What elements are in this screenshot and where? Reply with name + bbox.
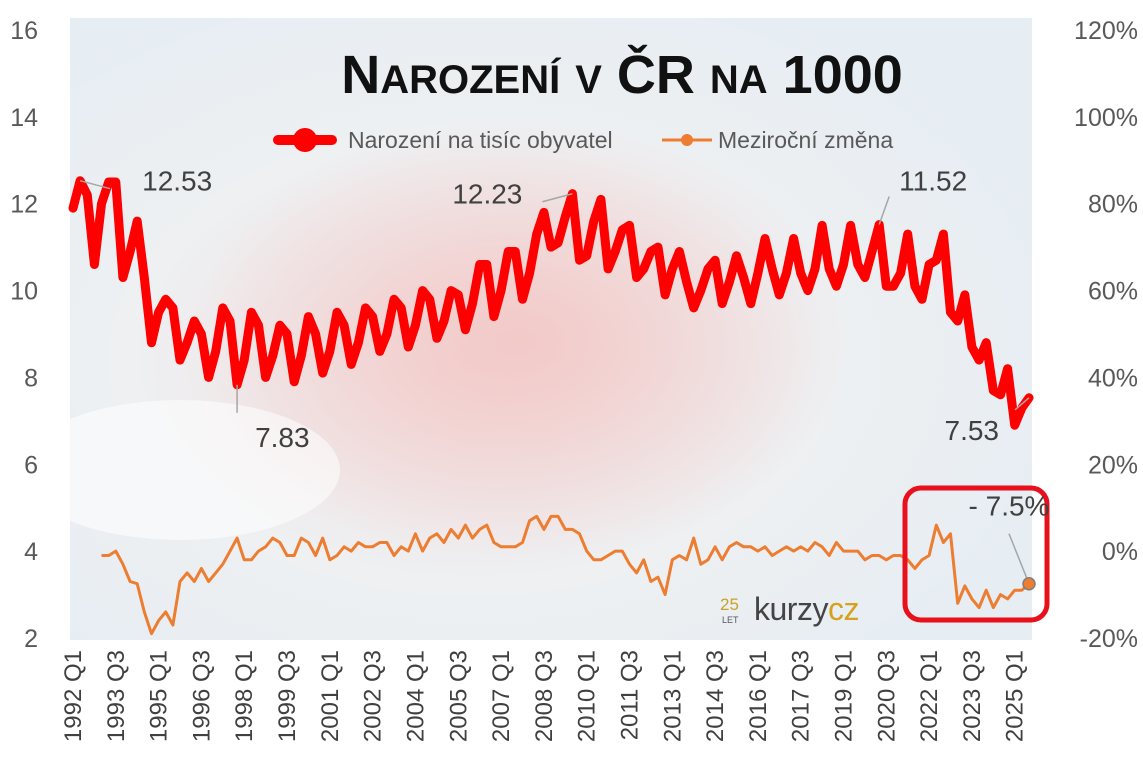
y-axis-right: -20% 0% 20% 40% 60% 80% 100% 120% [1074,17,1138,653]
legend: Narození na tisíc obyvatel Meziroční změ… [273,127,893,153]
x-tick-label: 2017 Q3 [788,650,815,742]
x-tick-label: 2016 Q1 [745,650,772,742]
x-axis: 1992 Q1 1993 Q3 1995 Q1 1996 Q3 1998 Q1 1999 … [60,650,1029,742]
data-label: - 7.5% [969,491,1050,522]
y-left-tick-label: 2 [24,625,38,653]
legend-marker-births [293,128,317,152]
data-label-leader [542,193,573,203]
y-left-tick-label: 8 [24,364,38,392]
y-right-tick-label: 40% [1088,364,1138,392]
y-right-tick-label: -20% [1080,625,1138,653]
y-axis-left: 2 4 6 8 10 12 14 16 [10,17,38,653]
brand-let: LET [722,615,739,625]
y-left-tick-label: 14 [10,104,38,132]
x-tick-label: 2010 Q1 [574,650,601,742]
end-marker [1022,576,1036,591]
x-tick-label: 2001 Q1 [317,650,344,742]
plot-background [20,18,1032,640]
data-label: 7.83 [255,422,309,453]
legend-label-births: Narození na tisíc obyvatel [348,127,613,153]
x-tick-label: 2020 Q3 [873,650,900,742]
svg-text:kurzycz: kurzycz [754,591,859,627]
y-left-tick-label: 6 [24,451,38,479]
x-tick-label: 1998 Q1 [231,650,258,742]
data-label-leader [878,196,890,225]
brand-logo: 25 LET kurzycz [720,591,859,627]
y-right-tick-label: 100% [1074,104,1138,132]
data-label-leader [79,179,111,190]
y-left-tick-label: 12 [10,191,38,219]
title-part: N [341,45,380,105]
x-tick-label: 2013 Q1 [659,650,686,742]
data-label-leader [1014,397,1030,411]
legend-marker-change [681,134,693,146]
legend-label-change: Meziroční změna [718,127,893,153]
legend-item-births: Narození na tisíc obyvatel [273,127,613,153]
end-point-change [1022,576,1036,591]
data-label: 11.52 [899,166,967,197]
y-right-tick-label: 80% [1088,191,1138,219]
brand-cz: cz [828,591,859,627]
x-tick-label: 2008 Q3 [531,650,558,742]
x-tick-label: 2014 Q3 [702,650,729,742]
x-tick-label: 2023 Q3 [959,650,986,742]
y-right-tick-label: 0% [1102,538,1138,566]
title-part [560,45,575,105]
title-part: AROZENÍ [380,57,561,102]
data-label: 12.53 [142,166,212,197]
series-line-yoy-change [101,514,1031,636]
data-labels: 12.53 7.83 12.23 11.52 7.53 - 7.5% [79,166,1050,584]
legend-item-change: Meziroční změna [662,127,893,153]
title-part: NA [710,58,768,102]
x-tick-label: 2011 Q3 [616,650,643,740]
y-left-tick-label: 4 [24,538,38,566]
brand-years: 25 [720,595,739,614]
x-tick-label: 1999 Q3 [274,650,301,742]
y-left-tick-label: 10 [10,278,38,306]
y-right-tick-label: 20% [1088,451,1138,479]
x-tick-label: 1995 Q1 [146,650,173,742]
chart-title: NAROZENÍ V ČR NA 1000 [341,44,903,105]
x-tick-label: 1992 Q1 [60,650,87,742]
x-tick-label: 2005 Q3 [445,650,472,742]
data-label-leader [1008,533,1030,584]
title-part: V [575,58,602,102]
series-line-births [68,176,1034,430]
y-right-tick-label: 60% [1088,278,1138,306]
x-tick-label: 2025 Q1 [1002,650,1029,742]
title-part: 1000 [768,45,903,105]
x-tick-label: 2007 Q1 [488,650,515,742]
x-tick-label: 2002 Q3 [360,650,387,742]
x-tick-label: 2004 Q1 [402,650,429,742]
y-right-tick-label: 120% [1074,17,1138,45]
y-left-tick-label: 16 [10,17,38,45]
data-label: 12.23 [452,179,522,210]
x-tick-label: 2019 Q1 [831,650,858,742]
x-tick-label: 2022 Q1 [916,650,943,742]
brand-kurzy: kurzy [754,591,828,627]
data-label: 7.53 [945,415,1000,446]
title-part: ČR [602,44,710,105]
x-tick-label: 1993 Q3 [103,650,130,742]
x-tick-label: 1996 Q3 [188,650,215,742]
highlight-box [902,485,1050,623]
